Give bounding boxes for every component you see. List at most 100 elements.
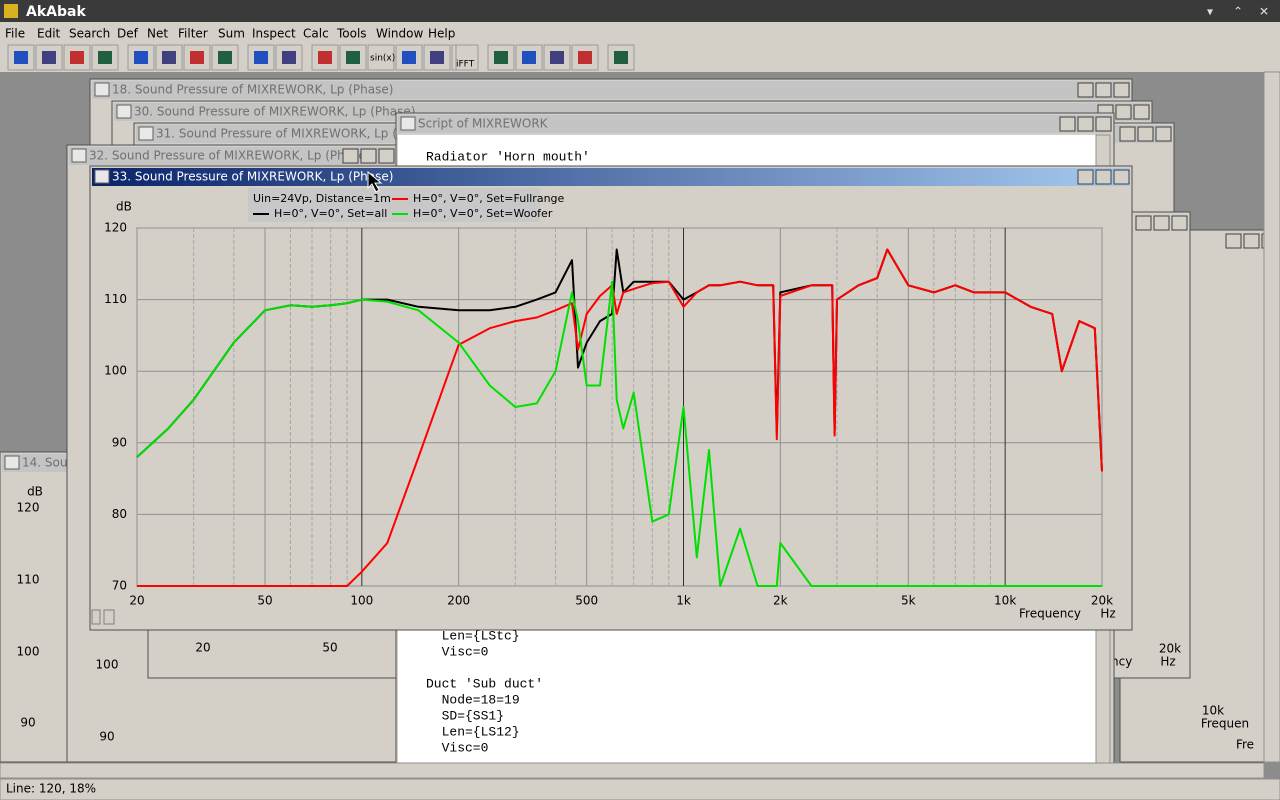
script-line: Len={LS12} (426, 724, 520, 739)
toolbar-button[interactable] (455, 44, 479, 71)
x-tick-label: 20 (129, 594, 144, 608)
legend-label: H=0°, V=0°, Set=Woofer (413, 207, 553, 220)
x-tick-label: 5k (901, 594, 916, 608)
y-tick-label: 100 (104, 364, 127, 378)
plot-area (136, 227, 1103, 587)
menu-item[interactable]: Filter (178, 27, 208, 41)
toolbar-label: sin(x) (370, 54, 395, 64)
close-button[interactable] (1133, 104, 1150, 120)
toolbar-button[interactable] (607, 44, 635, 71)
toolbar-icon (98, 51, 112, 64)
maximize-button[interactable] (1077, 116, 1094, 132)
maximize-button[interactable] (1153, 215, 1170, 231)
toolbar-icon (42, 51, 56, 64)
window-label: 90 (20, 716, 35, 730)
toolbar-icon (162, 51, 176, 64)
window-title: 30. Sound Pressure of MIXREWORK, Lp (Pha… (134, 105, 415, 119)
status-text: Line: 120, 18% (6, 782, 96, 796)
x-tick-label: 500 (575, 594, 598, 608)
window-titlebar (92, 168, 1130, 186)
toolbar-button[interactable] (367, 44, 395, 71)
series-line (136, 280, 1102, 587)
menu-item[interactable]: Window (376, 27, 424, 41)
maximize-button[interactable] (1095, 82, 1112, 98)
menu-item[interactable]: Help (428, 27, 455, 41)
legend-label: H=0°, V=0°, Set=Fullrange (413, 192, 565, 205)
minimize-button[interactable] (1077, 169, 1094, 185)
minimize-button[interactable] (1225, 233, 1242, 249)
legend (248, 188, 540, 222)
script-line: Node=18=19 (426, 692, 520, 707)
minimize-button[interactable] (1077, 82, 1094, 98)
close-button[interactable] (1155, 126, 1172, 142)
window-icon (116, 104, 132, 119)
script-line: Visc=0 (426, 644, 488, 659)
x-axis-label: Frequency (1019, 607, 1081, 621)
window-label: 90 (99, 730, 114, 744)
close-button[interactable] (378, 148, 395, 164)
menu-item[interactable]: Tools (336, 27, 367, 41)
window-label: 50 (322, 641, 337, 655)
y-tick-label: 120 (104, 221, 127, 235)
x-tick-label: 50 (257, 594, 272, 608)
window-title: Script of MIXREWORK (418, 117, 549, 131)
minimize-button[interactable] (1135, 215, 1152, 231)
close-button[interactable] (1171, 215, 1188, 231)
app-button[interactable]: ⌃ (1233, 5, 1243, 19)
minimize-button[interactable] (1119, 126, 1136, 142)
menu-item[interactable]: Edit (37, 27, 61, 41)
app-button[interactable]: ✕ (1259, 5, 1269, 19)
close-button[interactable] (1095, 116, 1112, 132)
menu-item[interactable]: File (5, 27, 25, 41)
menu-item[interactable]: Calc (303, 27, 329, 41)
window-label: Frequen (1201, 717, 1249, 731)
toolbar-icon (218, 51, 232, 64)
menu-item[interactable]: Def (117, 27, 139, 41)
minimize-button[interactable] (1059, 116, 1076, 132)
menu-item[interactable]: Net (147, 27, 168, 41)
window-control[interactable] (91, 609, 101, 625)
window-label: 120 (17, 501, 40, 515)
window-control[interactable] (103, 609, 115, 625)
menu-item[interactable]: Inspect (252, 27, 296, 41)
window-label: 110 (17, 573, 40, 587)
toolbar-icon (254, 51, 268, 64)
close-button[interactable] (1113, 82, 1130, 98)
scrollbar[interactable] (1263, 71, 1280, 763)
maximize-button[interactable] (1115, 104, 1132, 120)
window-title: 31. Sound Pressure of MIXREWORK, Lp (Pha… (156, 127, 437, 141)
app-button[interactable]: ▾ (1207, 5, 1213, 19)
y-tick-label: 70 (112, 579, 127, 593)
toolbar-icon (550, 51, 564, 64)
window-icon (71, 148, 87, 163)
x-tick-label: 20k (1091, 594, 1113, 608)
maximize-button[interactable] (360, 148, 377, 164)
toolbar-icon (14, 51, 28, 64)
window-label: 20k (1159, 642, 1181, 656)
window-label: Hz (1160, 655, 1175, 669)
maximize-button[interactable] (1095, 169, 1112, 185)
toolbar-icon (494, 51, 508, 64)
series-line (137, 248, 1103, 587)
toolbar-icon (614, 51, 628, 64)
maximize-button[interactable] (1243, 233, 1260, 249)
menu-item[interactable]: Search (69, 27, 110, 41)
app-titlebar (0, 0, 1280, 22)
app-title: AkAbak (26, 4, 86, 20)
scrollbar[interactable] (0, 762, 1265, 779)
toolbar-icon (402, 51, 416, 64)
menu-item[interactable]: Sum (218, 27, 245, 41)
toolbar-icon (282, 51, 296, 64)
window-titlebar (398, 115, 1112, 133)
window-titlebar (92, 81, 1130, 99)
window-label: 100 (96, 658, 119, 672)
x-tick-label: 10k (994, 594, 1016, 608)
script-line: Len={LStc} (426, 628, 520, 643)
window-icon (94, 82, 110, 97)
maximize-button[interactable] (1137, 126, 1154, 142)
minimize-button[interactable] (342, 148, 359, 164)
close-button[interactable] (1113, 169, 1130, 185)
toolbar-icon (134, 51, 148, 64)
